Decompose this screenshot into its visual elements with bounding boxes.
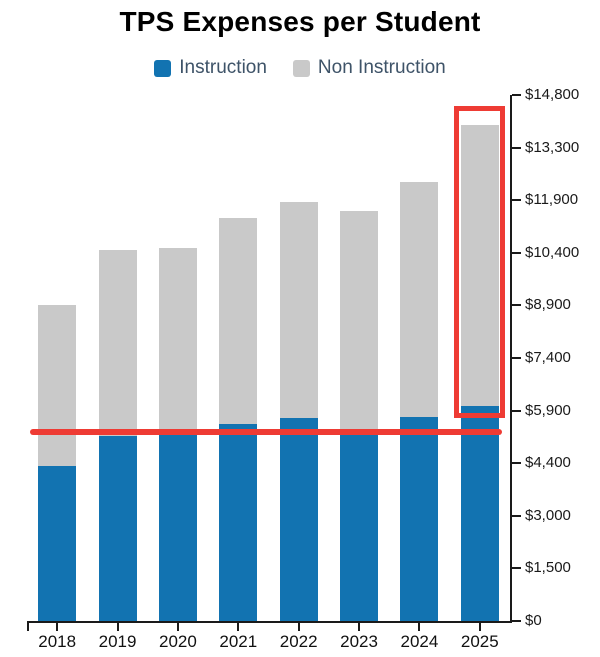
- category-slot-2025: [450, 95, 510, 621]
- x-tick-mark-2018: [56, 623, 59, 631]
- x-tick-mark-2021: [237, 623, 240, 631]
- plot-area: $0 $1,500 $3,000 $4,400 $5,900 $7,400 $8,900 $1…: [27, 86, 579, 651]
- red-reference-line: [30, 428, 502, 435]
- category-slot-2024: [389, 95, 449, 621]
- bar-2025: [460, 125, 499, 621]
- chart-title: TPS Expenses per Student: [119, 6, 481, 37]
- y-tick-label: $10,400: [525, 243, 580, 261]
- category-slot-2019: [87, 95, 147, 621]
- bar-2022-non-instruction: [279, 201, 318, 419]
- y-tick-mark: [512, 567, 521, 570]
- bar-2019-instruction: [98, 436, 137, 621]
- y-tick-label: $11,900: [525, 191, 579, 209]
- x-label-2025: 2025: [460, 632, 499, 651]
- bar-2024-instruction: [400, 416, 439, 621]
- bar-2019: [98, 249, 137, 621]
- legend-label-instruction: Instruction: [179, 57, 267, 78]
- bar-2018: [38, 304, 77, 621]
- y-tick-label: $14,800: [525, 86, 580, 103]
- y-tick-mark: [512, 409, 521, 412]
- bar-2023-instruction: [340, 432, 379, 621]
- bar-2025-instruction: [460, 405, 499, 621]
- category-slot-2020: [148, 95, 208, 621]
- x-label-2020: 2020: [159, 632, 197, 651]
- legend-item-instruction[interactable]: Instruction: [154, 57, 267, 79]
- y-tick-mark: [512, 94, 521, 96]
- x-tick-mark-2025: [478, 623, 481, 631]
- bar-2018-instruction: [38, 466, 77, 621]
- y-tick-mark: [512, 620, 521, 622]
- category-slot-2022: [269, 95, 329, 621]
- y-tick-label: $8,900: [525, 296, 571, 314]
- bar-2022-instruction: [279, 418, 318, 621]
- bar-2024: [400, 182, 439, 621]
- y-tick-label: $7,400: [525, 349, 571, 366]
- bar-2023: [340, 210, 379, 621]
- non-instruction-color-swatch-icon: [292, 59, 310, 77]
- bar-2021-instruction: [219, 423, 258, 621]
- bar-2023-non-instruction: [340, 210, 379, 433]
- bar-2024-non-instruction: [400, 182, 439, 417]
- y-tick-mark: [512, 304, 521, 307]
- y-tick-label: $1,500: [525, 559, 571, 577]
- y-tick-label: $3,000: [525, 506, 571, 524]
- x-label-2023: 2023: [340, 632, 378, 651]
- category-slot-2021: [208, 95, 268, 621]
- legend-item-non-instruction[interactable]: Non Instruction: [292, 57, 446, 79]
- x-axis-end-tick: [27, 623, 29, 631]
- x-label-2022: 2022: [279, 632, 318, 651]
- category-slot-2023: [329, 95, 389, 621]
- x-label-2019: 2019: [98, 632, 137, 651]
- y-tick-label: $0: [525, 612, 542, 629]
- y-tick-mark: [512, 146, 521, 149]
- y-tick-mark: [512, 199, 521, 202]
- bar-2019-non-instruction: [98, 249, 137, 437]
- category-slot-2018: [27, 95, 87, 621]
- y-tick-mark: [512, 357, 521, 359]
- x-tick-mark-2019: [116, 623, 119, 631]
- bar-2021: [219, 217, 258, 621]
- bar-2020-instruction: [158, 434, 197, 621]
- legend: Instruction Non Instruction: [0, 57, 600, 79]
- highlight-box-2025: [454, 106, 506, 419]
- y-tick-mark: [512, 251, 521, 254]
- x-tick-mark-2024: [418, 623, 421, 631]
- bar-2022: [279, 201, 318, 621]
- x-label-2021: 2021: [219, 632, 258, 651]
- bars-container: [27, 95, 510, 621]
- x-label-2024: 2024: [400, 632, 439, 651]
- bar-2020-non-instruction: [158, 247, 197, 435]
- instruction-color-swatch-icon: [154, 59, 172, 77]
- y-tick-label: $4,400: [525, 454, 571, 472]
- bar-2018-non-instruction: [38, 304, 77, 467]
- y-tick-label: $5,900: [525, 401, 571, 419]
- legend-label-non-instruction: Non Instruction: [317, 57, 446, 78]
- x-tick-mark-2023: [358, 623, 361, 631]
- x-label-2018: 2018: [38, 632, 77, 651]
- y-tick-mark: [512, 514, 521, 517]
- y-tick-mark: [512, 462, 521, 465]
- bar-2021-non-instruction: [219, 217, 258, 424]
- bar-2025-non-instruction: [460, 125, 499, 406]
- x-tick-mark-2022: [297, 623, 300, 631]
- bar-2020: [158, 247, 197, 621]
- y-tick-label: $13,300: [525, 138, 580, 156]
- x-tick-mark-2020: [176, 623, 179, 631]
